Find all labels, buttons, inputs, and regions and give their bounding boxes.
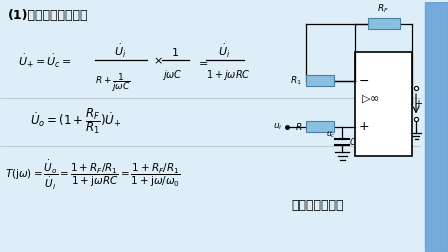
Text: $=$: $=$ (196, 57, 208, 67)
Text: $R_1$: $R_1$ (290, 75, 302, 87)
Text: $R_F$: $R_F$ (378, 3, 389, 15)
Text: (1)有源低通滤波器。: (1)有源低通滤波器。 (8, 10, 89, 22)
Text: $\dot{U}_{i}$: $\dot{U}_{i}$ (218, 43, 230, 60)
Bar (306, 75, 334, 86)
Text: $-$: $-$ (358, 74, 369, 87)
Text: $u_c$: $u_c$ (326, 129, 336, 140)
Bar (306, 121, 334, 132)
Bar (425, 2, 448, 252)
Bar (367, 18, 400, 29)
Text: 有源低通滤波器: 有源低通滤波器 (291, 199, 344, 212)
Text: $+$: $+$ (414, 98, 423, 109)
Text: $\times$: $\times$ (153, 56, 163, 67)
Text: $1$: $1$ (171, 46, 179, 58)
Text: $+$: $+$ (358, 120, 369, 133)
Bar (355, 52, 412, 156)
Text: $1+j\omega RC$: $1+j\omega RC$ (206, 68, 250, 82)
Text: $\triangleright\infty$: $\triangleright\infty$ (361, 92, 379, 105)
Text: $j\omega C$: $j\omega C$ (162, 68, 183, 82)
Text: $\dot{U}_{o}=(1+\dfrac{R_F}{R_1})\dot{U}_{+}$: $\dot{U}_{o}=(1+\dfrac{R_F}{R_1})\dot{U}… (30, 106, 121, 136)
Text: $\dot{U}_{i}$: $\dot{U}_{i}$ (114, 43, 126, 60)
Text: $T(\mathrm{j}\omega)=\dfrac{\dot{U}_{o}}{\dot{U}_{i}}=\dfrac{1+R_F/R_1}{1+\mathr: $T(\mathrm{j}\omega)=\dfrac{\dot{U}_{o}}… (5, 159, 181, 192)
Text: $C$: $C$ (349, 136, 357, 147)
Text: $R+\dfrac{1}{j\omega C}$: $R+\dfrac{1}{j\omega C}$ (95, 72, 131, 94)
Text: $u_i$: $u_i$ (272, 121, 282, 132)
Text: $R$: $R$ (295, 121, 302, 132)
Text: $\dot{U}_{+}=\dot{U}_{c}=$: $\dot{U}_{+}=\dot{U}_{c}=$ (18, 53, 72, 70)
